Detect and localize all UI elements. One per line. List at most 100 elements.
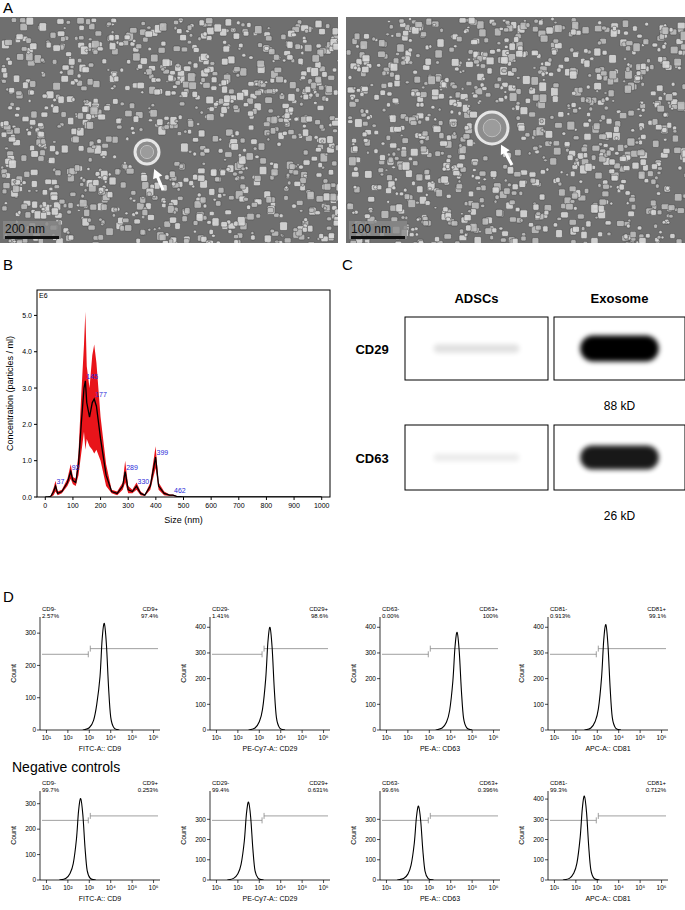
particle bbox=[497, 42, 501, 45]
figure: ABCD200 nm100 nm0.01.02.03.04.05.0010020… bbox=[0, 0, 685, 910]
particle bbox=[381, 83, 387, 88]
particle bbox=[528, 223, 533, 227]
particle bbox=[52, 141, 56, 144]
particle bbox=[247, 213, 255, 220]
particle bbox=[416, 54, 421, 58]
particle bbox=[315, 120, 321, 125]
particle bbox=[468, 191, 473, 197]
particle bbox=[366, 116, 370, 120]
particle bbox=[632, 26, 637, 31]
particle bbox=[309, 208, 314, 212]
particle bbox=[595, 216, 598, 219]
particle bbox=[516, 208, 520, 211]
particle bbox=[403, 188, 407, 192]
particle bbox=[615, 136, 618, 140]
particle bbox=[88, 157, 92, 162]
particle bbox=[5, 39, 13, 45]
particle bbox=[136, 238, 141, 243]
particle bbox=[326, 226, 331, 230]
particle bbox=[2, 189, 7, 194]
particle bbox=[328, 169, 333, 175]
particle bbox=[140, 196, 146, 203]
particle bbox=[417, 186, 423, 193]
particle bbox=[241, 23, 245, 27]
particle bbox=[97, 47, 103, 51]
particle bbox=[168, 239, 172, 243]
particle bbox=[267, 208, 273, 213]
particle bbox=[412, 181, 416, 186]
particle bbox=[150, 54, 158, 62]
particle bbox=[164, 125, 170, 130]
particle bbox=[626, 202, 629, 205]
particle bbox=[597, 41, 601, 45]
particle bbox=[639, 238, 646, 243]
particle bbox=[293, 228, 298, 232]
particle bbox=[678, 66, 682, 70]
particle bbox=[435, 76, 441, 82]
particle bbox=[125, 212, 128, 215]
particle bbox=[209, 229, 213, 234]
particle bbox=[54, 185, 60, 189]
particle bbox=[528, 152, 531, 155]
particle bbox=[131, 131, 135, 134]
particle bbox=[61, 112, 67, 118]
particle bbox=[354, 119, 362, 128]
particle bbox=[451, 166, 454, 169]
particle bbox=[65, 243, 69, 244]
particle bbox=[101, 223, 104, 226]
particle bbox=[627, 63, 630, 66]
particle bbox=[573, 136, 579, 140]
particle bbox=[45, 179, 52, 184]
particle bbox=[55, 151, 59, 155]
particle bbox=[196, 123, 199, 126]
particle bbox=[395, 192, 398, 196]
particle bbox=[674, 147, 682, 153]
particle bbox=[126, 137, 129, 141]
particle bbox=[440, 151, 444, 155]
particle bbox=[239, 43, 244, 48]
particle bbox=[625, 191, 630, 196]
particle bbox=[162, 200, 166, 203]
particle bbox=[70, 81, 75, 85]
particle bbox=[543, 226, 548, 232]
particle bbox=[9, 88, 15, 94]
particle bbox=[325, 24, 329, 29]
particle bbox=[197, 175, 205, 181]
particle bbox=[489, 49, 495, 54]
particle bbox=[283, 79, 287, 83]
particle bbox=[531, 76, 539, 85]
particle bbox=[288, 93, 295, 101]
particle bbox=[140, 58, 147, 65]
particle bbox=[316, 196, 324, 203]
particle bbox=[487, 68, 492, 74]
particle bbox=[391, 34, 394, 37]
particle bbox=[654, 224, 658, 228]
particle bbox=[49, 187, 53, 190]
particle bbox=[265, 36, 272, 41]
particle bbox=[431, 106, 435, 109]
particle bbox=[497, 210, 504, 217]
particle bbox=[183, 178, 189, 183]
particle bbox=[554, 21, 557, 24]
particle bbox=[663, 112, 669, 117]
particle bbox=[631, 204, 636, 210]
particle bbox=[609, 159, 615, 165]
particle bbox=[346, 50, 351, 55]
particle bbox=[662, 221, 665, 224]
particle bbox=[108, 35, 115, 40]
scale-bar bbox=[5, 236, 59, 239]
particle bbox=[80, 46, 88, 55]
particle bbox=[532, 238, 539, 243]
particle bbox=[586, 97, 592, 103]
particle bbox=[49, 145, 55, 151]
particle bbox=[292, 204, 297, 208]
particle bbox=[212, 72, 218, 76]
particle bbox=[394, 80, 400, 87]
particle bbox=[606, 118, 612, 124]
panel-label: A bbox=[3, 0, 13, 16]
particle bbox=[281, 234, 285, 237]
particle bbox=[540, 119, 543, 122]
particle bbox=[228, 56, 235, 64]
particle bbox=[380, 90, 386, 95]
particle bbox=[178, 18, 183, 23]
